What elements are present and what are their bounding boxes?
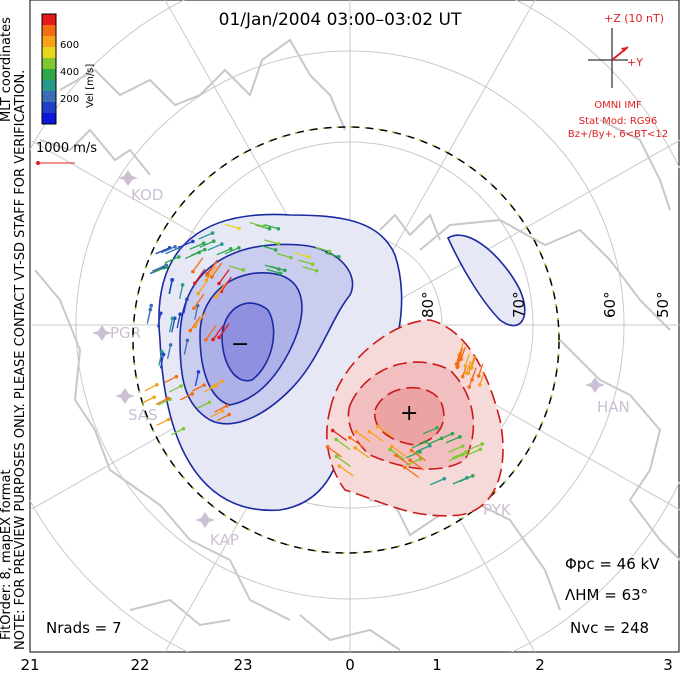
colorbar-tick-600: 600 (60, 40, 79, 51)
map-title: 01/Jan/2004 03:00–03:02 UT (219, 10, 462, 30)
mlt-tick-2: 2 (535, 656, 545, 674)
lat-label-60: 60° (601, 291, 619, 318)
mlt-coordinates-label: MLT coordinates (0, 17, 14, 122)
latitude-labels: 80° 70° 60° 50° (419, 291, 672, 318)
lat-label-80: 80° (419, 291, 437, 318)
station-pgr: PGR (110, 324, 141, 342)
velocity-colorbar: 600 400 200 Vel [m/s] (41, 13, 96, 125)
nrads-value: Nrads = 7 (46, 619, 122, 637)
dawn-convection-cell (326, 319, 504, 517)
imf-z-label: +Z (10 nT) (604, 12, 664, 25)
potential-max-sign: + (400, 401, 418, 426)
potential-min-sign: − (231, 332, 249, 357)
imf-y-label: +Y (627, 56, 643, 69)
lat-label-70: 70° (510, 291, 528, 318)
imf-source: OMNI IMF (594, 100, 642, 111)
station-kap: KAP (210, 531, 239, 549)
hm-boundary-points (132, 126, 560, 554)
mlt-tick-23: 23 (233, 656, 252, 674)
colorbar-tick-200: 200 (60, 94, 79, 105)
imf-conditions: Bz+/By+, 6<BT<12 (568, 129, 668, 140)
fit-order-note: FitOrder: 8, mapEX format (0, 469, 14, 640)
imf-indicator: +Z (10 nT) +Y OMNI IMF Stat Mod: RG96 Bz… (568, 12, 668, 140)
station-kod: KOD (131, 186, 163, 204)
colorbar-label: Vel [m/s] (85, 64, 96, 108)
stat-model: Stat Mod: RG96 (579, 116, 658, 127)
vector-scale-label: 1000 m/s (36, 141, 97, 156)
station-pyk: PYK (483, 501, 512, 519)
velocity-vectors (141, 221, 485, 486)
station-sas: SAS (128, 406, 158, 424)
vector-scale: 1000 m/s (36, 141, 97, 165)
mlt-tick-0: 0 (345, 656, 355, 674)
mlt-tick-3: 3 (663, 656, 673, 674)
station-han: HAN (597, 398, 630, 416)
mlt-tick-1: 1 (432, 656, 442, 674)
verification-note: NOTE: FOR PREVIEW PURPOSES ONLY. PLEASE … (13, 70, 28, 650)
map-statistics: Φpc = 46 kV ΛHM = 63° Nvc = 248 Nrads = … (46, 555, 660, 637)
lat-label-50: 50° (654, 291, 672, 318)
mlt-tick-22: 22 (130, 656, 149, 674)
colorbar-tick-400: 400 (60, 67, 79, 78)
phi-pc-value: Φpc = 46 kV (565, 555, 660, 573)
mlt-tick-21: 21 (20, 656, 39, 674)
lambda-hm-value: ΛHM = 63° (565, 586, 648, 604)
station-labels: KOD PGR SAS KAP HAN STO PYK (110, 186, 630, 549)
nvc-value: Nvc = 248 (570, 619, 649, 637)
mlt-axis: 21 22 23 0 1 2 3 (20, 656, 672, 674)
